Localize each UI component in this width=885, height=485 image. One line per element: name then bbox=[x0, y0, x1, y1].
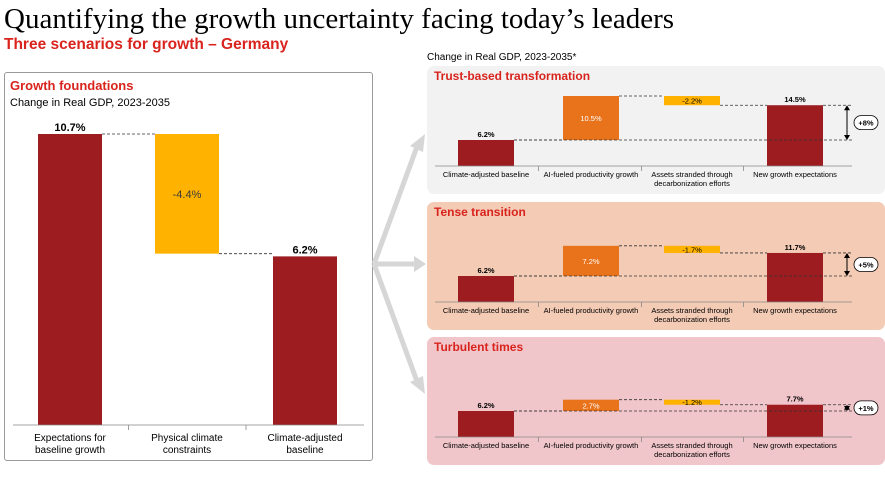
arrow-head-turbulent bbox=[410, 376, 425, 394]
scenario-arrows bbox=[371, 134, 426, 394]
value-label-2: 6.2% bbox=[292, 244, 317, 256]
growth-foundations-panel: Growth foundations Change in Real GDP, 2… bbox=[4, 72, 373, 461]
growth-foundations-title: Growth foundations bbox=[10, 78, 134, 93]
category-label-0: Climate-adjusted baseline bbox=[443, 170, 529, 179]
value-label-0: 6.2% bbox=[477, 130, 494, 139]
bar-2 bbox=[273, 256, 337, 425]
delta-label: +1% bbox=[858, 404, 874, 413]
delta-arrow-down bbox=[844, 271, 850, 277]
category-label-2-line-0: Assets stranded through bbox=[651, 306, 732, 315]
delta-arrow-down bbox=[844, 135, 850, 141]
value-label-1: -4.4% bbox=[173, 189, 202, 201]
category-label-3: New growth expectations bbox=[753, 306, 837, 315]
value-label-0: 6.2% bbox=[477, 401, 494, 410]
value-label-2: -1.7% bbox=[682, 245, 702, 254]
bar-1 bbox=[563, 399, 619, 412]
bar-1 bbox=[155, 134, 219, 254]
delta-badge bbox=[853, 115, 879, 131]
delta-arrow-up bbox=[844, 105, 850, 111]
category-label-2-line-0: Assets stranded through bbox=[651, 170, 732, 179]
bar-2 bbox=[664, 399, 720, 405]
delta-arrow-up bbox=[844, 252, 850, 258]
bar-0 bbox=[38, 134, 102, 425]
category-label-2-line-1: decarbonization efforts bbox=[654, 179, 730, 188]
trust-based-title: Trust-based transformation bbox=[434, 69, 591, 83]
bar-0 bbox=[458, 140, 514, 166]
value-label-2: -2.2% bbox=[682, 97, 702, 106]
category-label-0: Climate-adjusted baseline bbox=[443, 306, 529, 315]
bar-0 bbox=[458, 411, 514, 437]
bar-2 bbox=[664, 96, 720, 106]
tense-transition-chart: 6.2% Climate-adjusted baseline 7.2% AI-fuel… bbox=[435, 243, 879, 324]
category-label-3: New growth expectations bbox=[753, 170, 837, 179]
value-label-3: 14.5% bbox=[784, 95, 806, 104]
arrow-head-tense bbox=[414, 256, 426, 272]
delta-label: +8% bbox=[858, 119, 874, 128]
bar-1 bbox=[563, 96, 619, 141]
delta-label: +5% bbox=[858, 260, 874, 269]
bar-3 bbox=[767, 252, 823, 302]
page-title: Quantifying the growth uncertainty facin… bbox=[4, 3, 675, 35]
turbulent-times-title: Turbulent times bbox=[434, 340, 524, 354]
trust-based-chart: 6.2% Climate-adjusted baseline 10.5% AI-fue… bbox=[435, 95, 879, 188]
value-label-2: -1.2% bbox=[682, 398, 702, 407]
category-label-0: Climate-adjusted baseline bbox=[443, 441, 529, 450]
value-label-3: 11.7% bbox=[785, 243, 806, 252]
delta-badge bbox=[853, 257, 879, 272]
bar-3 bbox=[767, 105, 823, 166]
category-label-1: AI-fueled productivity growth bbox=[544, 441, 639, 450]
value-label-0: 6.2% bbox=[477, 266, 494, 275]
category-label-1-line-1: constraints bbox=[163, 445, 211, 456]
category-label-2-line-1: decarbonization efforts bbox=[654, 315, 730, 324]
category-label-1-line-0: Physical climate bbox=[151, 433, 223, 444]
turbulent-times-panel: Turbulent times 6.2% Climate-adjusted bas… bbox=[427, 337, 885, 465]
bar-1 bbox=[563, 245, 619, 277]
category-label-3: New growth expectations bbox=[753, 441, 837, 450]
page-subtitle: Three scenarios for growth – Germany bbox=[4, 36, 289, 53]
arrow-to-trust bbox=[371, 143, 421, 265]
category-label-1: AI-fueled productivity growth bbox=[544, 306, 639, 315]
value-label-1: 2.7% bbox=[582, 401, 599, 410]
value-label-3: 7.7% bbox=[786, 395, 803, 404]
growth-foundations-subtitle: Change in Real GDP, 2023-2035 bbox=[10, 97, 171, 109]
arrow-to-turbulent bbox=[371, 263, 421, 385]
category-label-2-line-0: Climate-adjusted bbox=[267, 433, 342, 444]
value-label-1: 7.2% bbox=[582, 257, 599, 266]
trust-based-panel: Trust-based transformation 6.2% Climate-a… bbox=[427, 66, 885, 194]
delta-badge bbox=[853, 400, 879, 416]
scenarios-caption: Change in Real GDP, 2023-2035* bbox=[427, 52, 577, 63]
category-label-1: AI-fueled productivity growth bbox=[544, 170, 639, 179]
bar-0 bbox=[458, 276, 514, 302]
category-label-2-line-0: Assets stranded through bbox=[651, 441, 732, 450]
category-label-0-line-1: baseline growth bbox=[35, 445, 105, 456]
bar-3 bbox=[767, 404, 823, 437]
bar-2 bbox=[664, 245, 720, 253]
arrow-head-trust bbox=[410, 134, 425, 152]
tense-transition-title: Tense transition bbox=[434, 205, 526, 219]
turbulent-times-chart: 6.2% Climate-adjusted baseline 2.7% AI-fuel… bbox=[435, 395, 879, 459]
value-label-0: 10.7% bbox=[54, 122, 85, 134]
category-label-2-line-1: decarbonization efforts bbox=[654, 450, 730, 459]
category-label-0-line-0: Expectations for bbox=[34, 433, 106, 444]
delta-arrow-down bbox=[844, 406, 850, 412]
tense-transition-panel: Tense transition 6.2% Climate-adjusted ba… bbox=[427, 202, 885, 330]
value-label-1: 10.5% bbox=[580, 114, 602, 123]
category-label-2-line-1: baseline bbox=[286, 445, 324, 456]
